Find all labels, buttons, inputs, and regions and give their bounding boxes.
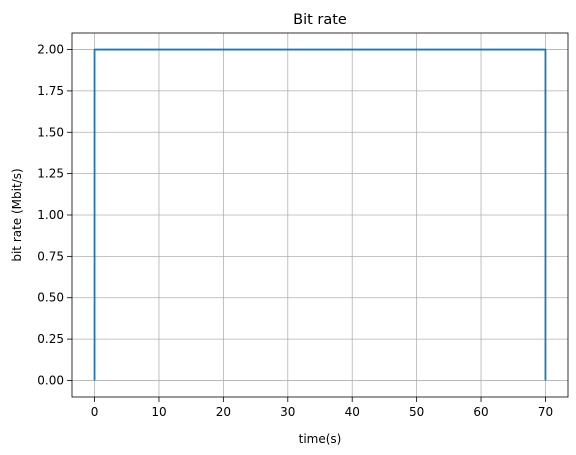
y-tick-label: 1.75 — [37, 84, 64, 98]
x-tick-label: 50 — [409, 405, 424, 419]
x-tick-label: 10 — [151, 405, 166, 419]
ticks: 0 10 20 30 40 50 60 70 0.00 0.25 0.50 0.75 1.00 1.25 1… — [37, 43, 553, 419]
y-axis-label: bit rate (Mbit/s) — [10, 168, 24, 261]
series-layer — [93, 48, 547, 381]
y-tick-label: 0.00 — [37, 373, 64, 387]
y-tick-label: 0.50 — [37, 291, 64, 305]
chart-title: Bit rate — [293, 12, 347, 28]
y-tick-label: 1.00 — [37, 208, 64, 222]
x-axis-label: time(s) — [299, 432, 342, 446]
bit-rate-series-line — [93, 48, 547, 381]
y-tick-label: 2.00 — [37, 43, 64, 57]
x-tick-label: 60 — [473, 405, 488, 419]
y-tick-label: 0.75 — [37, 249, 64, 263]
x-tick-label: 30 — [280, 405, 295, 419]
y-tick-label: 0.25 — [37, 332, 64, 346]
y-tick-label: 1.25 — [37, 167, 64, 181]
x-tick-label: 20 — [216, 405, 231, 419]
y-tick-label: 1.50 — [37, 125, 64, 139]
x-tick-label: 0 — [91, 405, 99, 419]
x-tick-label: 70 — [538, 405, 553, 419]
x-tick-label: 40 — [345, 405, 360, 419]
